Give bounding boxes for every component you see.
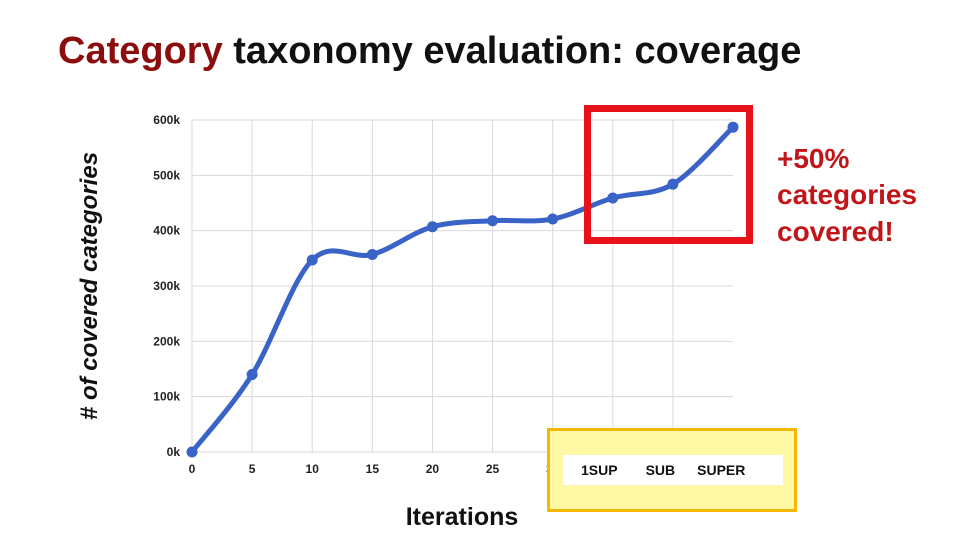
data-point [366, 248, 378, 260]
y-tick-label: 200k [153, 334, 180, 348]
x-tick-label: 15 [366, 462, 380, 476]
highlight-box [584, 105, 753, 244]
x-axis-label: Iterations [406, 503, 519, 531]
title-accent: Category [58, 30, 223, 72]
x-tick-label: 0 [189, 462, 196, 476]
y-tick-labels: 0k 100k 200k 300k 400k 500k 600k [153, 113, 180, 459]
annotation-line: +50% [777, 143, 850, 174]
data-point [487, 215, 499, 227]
y-tick-label: 0k [167, 445, 181, 459]
data-point [306, 254, 318, 266]
y-tick-label: 600k [153, 113, 180, 127]
x-tick-labels: 051015202530 [189, 462, 560, 476]
x-tick-label: 20 [426, 462, 440, 476]
y-tick-label: 100k [153, 390, 180, 404]
data-point [186, 446, 198, 458]
chart-grid [191, 119, 733, 453]
title-rest: taxonomy evaluation: coverage [222, 30, 802, 72]
legend-item: 1SUP [581, 462, 618, 478]
series-line [189, 124, 736, 455]
data-point [547, 213, 559, 225]
y-tick-label: 300k [153, 279, 180, 293]
x-tick-label: 10 [306, 462, 320, 476]
legend: 1SUP SUB SUPER [563, 455, 783, 485]
legend-item: SUPER [697, 462, 746, 478]
x-tick-label: 5 [249, 462, 256, 476]
legend-item: SUB [645, 462, 676, 478]
data-point [727, 121, 739, 133]
data-point [607, 192, 619, 204]
slide-title: Category taxonomy evaluation: coverage [58, 30, 801, 73]
data-point [667, 178, 679, 190]
coverage-annotation: +50% categories covered! [777, 141, 957, 250]
annotation-line: categories [777, 179, 918, 211]
data-point [246, 369, 258, 381]
y-tick-label: 500k [153, 168, 180, 182]
series-group [186, 121, 739, 458]
annotation-line: covered! [777, 215, 894, 247]
y-tick-label: 400k [153, 224, 180, 238]
data-point [426, 221, 438, 233]
y-axis-label: # of covered categories [76, 152, 103, 420]
x-tick-label: 25 [486, 462, 500, 476]
